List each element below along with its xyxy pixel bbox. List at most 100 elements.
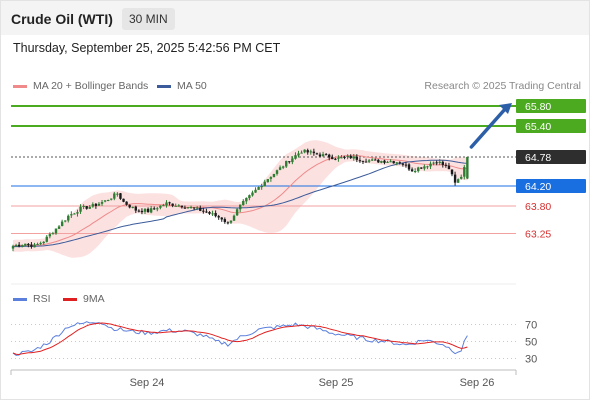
candle-body [122, 198, 125, 202]
candle [88, 205, 91, 209]
candle [254, 187, 257, 193]
candle [426, 165, 429, 170]
legend-ma20: MA 20 + Bollinger Bands [13, 80, 148, 92]
x-tick-label: Sep 24 [130, 377, 165, 389]
candle-body [91, 204, 95, 207]
candle [260, 183, 263, 190]
candle [202, 207, 205, 214]
candle-body [51, 233, 55, 235]
x-tick-label: Sep 25 [319, 377, 354, 389]
candle-body [321, 154, 325, 157]
candle-body [97, 203, 101, 206]
candle-body [248, 195, 251, 199]
candle [263, 179, 266, 187]
candle [165, 200, 168, 208]
candle [420, 167, 423, 170]
candle-body [33, 244, 36, 248]
candle-body [349, 155, 352, 159]
candle-body [162, 205, 165, 207]
candle [417, 166, 420, 173]
candle-body [377, 159, 380, 163]
candle [294, 152, 297, 160]
candle-body [100, 202, 104, 204]
candle-body [223, 219, 227, 223]
candle-body [398, 162, 402, 164]
forecast-arrow-head [499, 103, 512, 114]
candle [303, 149, 306, 154]
candle-body [417, 167, 420, 172]
timestamp: Thursday, September 25, 2025 5:42:56 PM … [13, 41, 281, 55]
ma20-line [12, 154, 468, 247]
candle [413, 168, 417, 174]
candle-body [272, 173, 276, 178]
candle [63, 220, 67, 223]
candle [355, 154, 359, 163]
candle [466, 156, 469, 180]
candle-body [288, 161, 291, 163]
candle [429, 161, 432, 170]
candle-body [103, 200, 107, 202]
candle [67, 214, 70, 223]
rsi-line [12, 321, 468, 356]
candle [223, 217, 227, 224]
candle-body [30, 244, 33, 247]
candle-body [367, 160, 371, 162]
candle [380, 160, 383, 164]
candle-body [361, 160, 365, 162]
candle [137, 209, 141, 213]
candle-body [214, 212, 217, 217]
candle-body [17, 244, 21, 247]
candle [374, 158, 377, 161]
candle [337, 155, 340, 162]
candle-body [294, 155, 297, 159]
candle [450, 169, 454, 177]
candle [57, 225, 61, 229]
candle [358, 158, 362, 163]
candle-body [156, 208, 159, 210]
candle [460, 174, 463, 180]
candle-body [413, 170, 417, 172]
candle-body [429, 163, 432, 167]
candle [343, 155, 346, 160]
candle-body [242, 201, 245, 205]
candle [73, 213, 76, 215]
candle-body [42, 241, 45, 244]
candle [281, 165, 285, 170]
candle-body [146, 208, 150, 213]
candle [377, 159, 380, 163]
candle [180, 205, 184, 209]
credit-text: Research © 2025 Trading Central [424, 80, 581, 92]
candle-body [140, 210, 144, 213]
candle [232, 214, 236, 221]
candle [97, 202, 101, 207]
candle-body [275, 170, 279, 174]
candle [189, 205, 193, 209]
rsi-9ma-line [12, 322, 468, 356]
candle [27, 243, 30, 248]
candle [82, 204, 85, 210]
candle [110, 198, 113, 201]
level-box-64-78 [516, 150, 586, 164]
legend-9ma: 9MA [63, 293, 105, 305]
candle [395, 162, 398, 166]
candle [48, 232, 52, 239]
candle [364, 158, 368, 163]
candle [392, 160, 395, 164]
candle [11, 244, 15, 252]
candle [242, 199, 245, 206]
candle-body [137, 210, 141, 212]
candle-body [254, 189, 257, 193]
candle-body [263, 181, 266, 187]
candle-body [401, 163, 405, 165]
candle [208, 211, 211, 215]
candle [33, 242, 36, 248]
candle [156, 206, 159, 212]
candle [177, 204, 180, 207]
candle-body [196, 207, 199, 209]
candle-body [285, 160, 288, 167]
interval-badge[interactable]: 30 MIN [122, 8, 175, 30]
rsi-tick-50: 50 [525, 337, 537, 349]
candle-body [211, 213, 214, 215]
legend-ma50-label: MA 50 [177, 80, 207, 92]
